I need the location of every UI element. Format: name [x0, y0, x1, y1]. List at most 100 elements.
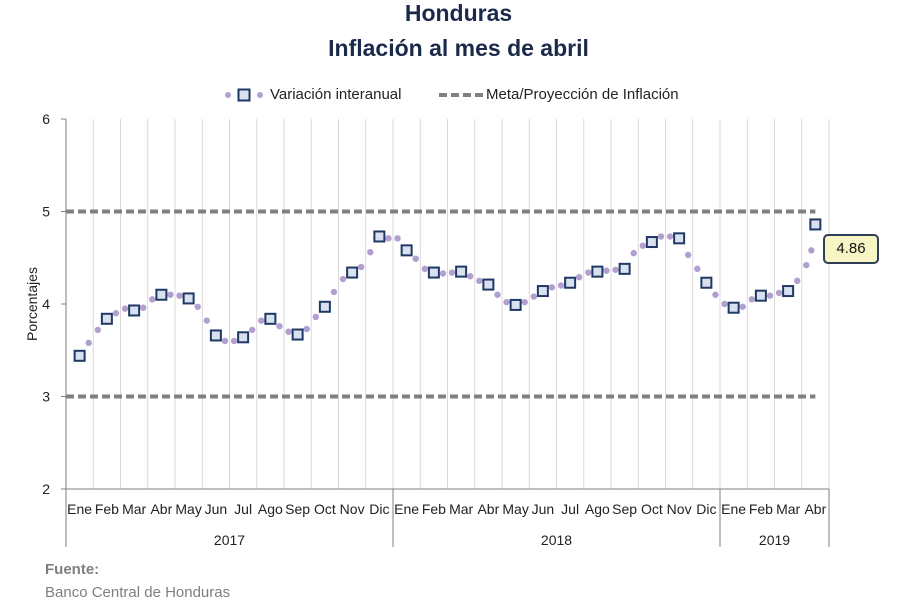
series-marker: [400, 244, 413, 257]
series-dot: [548, 284, 556, 291]
series-marker: [618, 262, 631, 275]
series-marker: [373, 230, 386, 243]
year-label: 2019: [759, 532, 790, 548]
series-marker: [155, 288, 168, 301]
series-dot: [140, 304, 147, 311]
series-dot: [312, 313, 319, 321]
series-dot: [476, 277, 483, 285]
series-dot: [394, 235, 401, 242]
series-marker: [754, 289, 767, 302]
series-marker: [509, 298, 522, 311]
series-marker: [73, 349, 86, 362]
x-tick-label: Jul: [561, 501, 579, 517]
series-marker: [482, 278, 495, 291]
series-dot: [221, 337, 229, 345]
series-dot: [330, 288, 338, 296]
series-dot: [176, 292, 183, 299]
series-dot: [557, 282, 565, 289]
data-label-last-value: 4.86: [823, 234, 879, 264]
series-dot: [285, 328, 292, 335]
y-tick-label: 2: [42, 481, 50, 497]
x-tick-label: Jun: [532, 501, 555, 517]
series-dot: [739, 303, 746, 310]
x-tick-label: Ago: [258, 501, 283, 517]
series-dot: [276, 323, 283, 330]
source-label: Fuente:: [45, 561, 100, 578]
series-dot: [494, 291, 501, 298]
series-marker: [128, 304, 141, 317]
series-variacion: [73, 218, 822, 362]
x-tick-label: Ene: [394, 501, 419, 517]
series-marker: [237, 331, 250, 344]
x-tick-label: Dic: [369, 501, 389, 517]
y-axis-label: Porcentajes: [24, 267, 40, 341]
chart-subtitle: Inflación al mes de abril: [328, 35, 589, 61]
meta-bands: [66, 209, 816, 399]
x-tick-label: Mar: [449, 501, 473, 517]
series-marker: [809, 218, 822, 231]
legend-marker-variacion: [225, 88, 263, 102]
series-dot: [603, 267, 610, 274]
series-dot: [612, 266, 619, 273]
x-tick-label: Ene: [721, 501, 746, 517]
series-dot: [808, 247, 815, 254]
series-dot: [666, 233, 674, 240]
series-dot: [258, 317, 265, 324]
series-dot: [167, 291, 174, 298]
series-marker: [291, 328, 304, 341]
x-tick-label: Feb: [422, 501, 446, 517]
grid: [92, 119, 830, 489]
series-dot: [521, 298, 528, 306]
series-marker: [727, 301, 740, 314]
x-tick-label: May: [502, 501, 528, 517]
series-dot: [249, 326, 256, 334]
series-dot: [303, 325, 310, 333]
series-dot: [712, 291, 719, 298]
series-marker: [318, 300, 331, 313]
legend-label-variacion: Variación interanual: [270, 86, 402, 103]
series-dot: [530, 293, 537, 300]
series-dot: [121, 305, 129, 312]
series-dot: [576, 273, 583, 281]
series-dot: [467, 273, 474, 280]
x-tick-label: Abr: [150, 501, 172, 517]
x-tick-label: Ago: [585, 501, 610, 517]
series-marker: [536, 285, 549, 298]
series-dot: [358, 263, 365, 271]
y-tick-label: 4: [42, 296, 50, 312]
x-tick-label: Mar: [122, 501, 146, 517]
series-dot: [230, 337, 238, 345]
series-marker: [209, 329, 222, 342]
chart-legend: Variación interanual Meta/Proyección de …: [0, 86, 917, 108]
x-tick-label: Abr: [477, 501, 499, 517]
series-dot: [385, 235, 392, 242]
series-dot: [194, 303, 201, 310]
year-label: 2017: [214, 532, 245, 548]
series-marker: [346, 266, 359, 279]
series-dot: [585, 269, 592, 276]
y-tick-label: 3: [42, 389, 50, 405]
series-dot: [94, 326, 101, 334]
series-marker: [455, 265, 468, 278]
x-tick-label: Mar: [776, 501, 800, 517]
series-marker: [591, 265, 604, 278]
series-dot: [639, 242, 646, 249]
x-tick-label: Feb: [749, 501, 773, 517]
year-label: 2018: [541, 532, 572, 548]
series-marker: [182, 292, 195, 305]
chart-title: Honduras: [404, 0, 513, 26]
series-dot: [630, 249, 637, 257]
x-tick-label: Ene: [67, 501, 92, 517]
series-dot: [766, 292, 774, 299]
series-marker: [100, 312, 113, 325]
series-dot: [503, 298, 510, 306]
series-dot: [367, 249, 374, 256]
series-dot: [149, 296, 156, 303]
series-dot: [339, 275, 347, 283]
series-dot: [112, 310, 120, 317]
series-marker: [645, 236, 658, 249]
series-dot: [694, 265, 701, 273]
series-dot: [439, 270, 447, 277]
